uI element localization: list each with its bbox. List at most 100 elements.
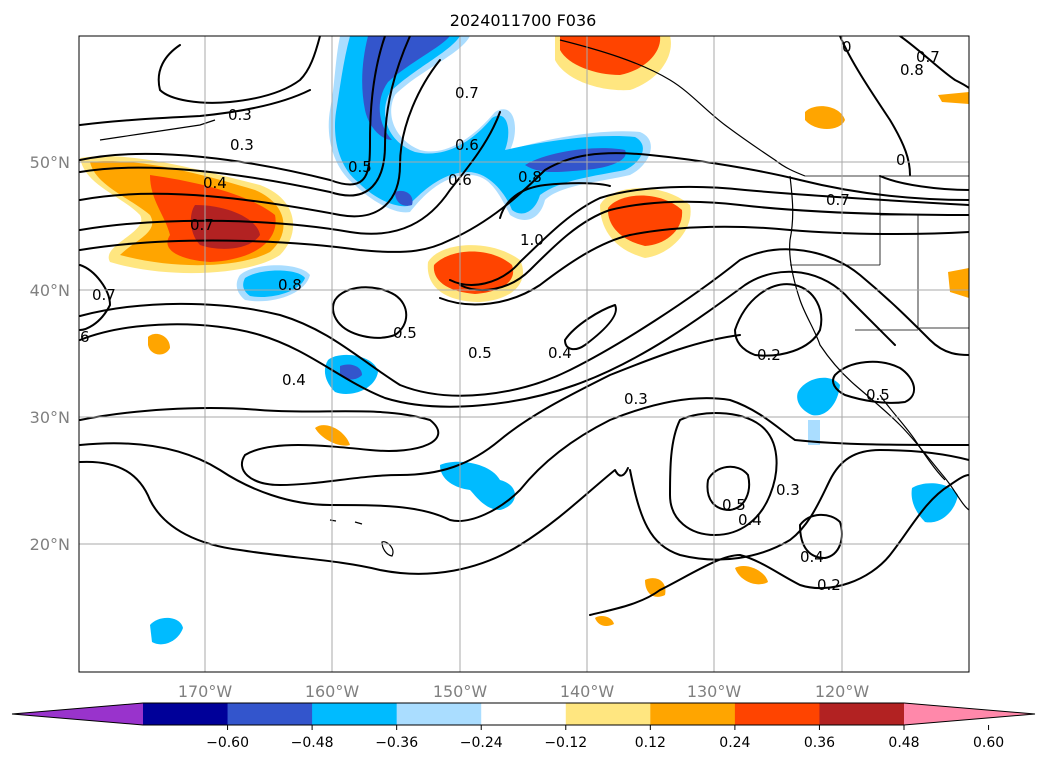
positive-anomaly-small-5 <box>645 578 666 597</box>
contour-line <box>79 397 969 522</box>
colorbar-tick-label: 0.36 <box>804 735 835 751</box>
contour-line <box>79 248 969 397</box>
contour-line <box>439 225 969 306</box>
colorbar-tick-label: −0.48 <box>291 735 334 751</box>
colorbar-tick-label: −0.36 <box>375 735 418 751</box>
contour-label: 0.7 <box>826 191 850 209</box>
colorbar-segment <box>312 703 398 725</box>
lon-label: 170°W <box>178 682 233 701</box>
contour-line <box>706 465 750 511</box>
positive-anomaly-east-inner <box>607 195 683 246</box>
colorbar-segment <box>481 703 567 725</box>
lon-label: 140°W <box>560 682 615 701</box>
baja-california <box>879 394 946 481</box>
contour-label: 0.2 <box>757 346 781 364</box>
contour-line <box>629 449 969 561</box>
contour-label: 0 <box>842 38 852 56</box>
contour-line <box>79 111 501 235</box>
alaska-coast <box>559 39 806 177</box>
colorbar-segment <box>819 703 905 725</box>
colorbar-segment <box>396 703 482 725</box>
negative-anomaly-5b <box>808 420 820 445</box>
contour-line <box>669 412 778 536</box>
positive-anomaly-small-7 <box>938 92 969 104</box>
positive-anomaly-small-1 <box>805 106 845 129</box>
contour-line <box>79 334 741 486</box>
lat-label: 50°N <box>30 153 70 172</box>
positive-anomaly-west-max <box>190 205 260 249</box>
contour-label: 0.3 <box>776 481 800 499</box>
contour-line <box>79 36 411 197</box>
colorbar-extend-low <box>12 703 143 725</box>
map-area: 0.3 0.3 0.4 0.7 0.8 0.7 6 0.5 0.4 0.5 0.… <box>79 36 969 672</box>
positive-anomaly-central-inner <box>433 251 514 294</box>
contour-line <box>499 182 611 219</box>
colorbar-tick-label: 0.60 <box>973 735 1004 751</box>
contour-line <box>564 304 617 351</box>
lon-label: 130°W <box>687 682 742 701</box>
contour-line <box>832 360 915 404</box>
north-america-coast <box>789 175 969 511</box>
colorbar-segment <box>565 703 651 725</box>
colorbar-segment <box>227 703 313 725</box>
contour-line <box>449 185 969 286</box>
colorbar-outline <box>11 702 1036 726</box>
lat-label: 40°N <box>30 281 70 300</box>
contour-label: 0.5 <box>722 496 746 514</box>
contour-label: 1.0 <box>520 231 544 249</box>
negative-anomaly-5 <box>797 377 840 416</box>
negative-anomaly-gulf-core <box>362 36 450 140</box>
contour-label: 0.5 <box>468 344 492 362</box>
lat-label: 30°N <box>30 408 70 427</box>
colorbar-tick-label: −0.60 <box>206 735 249 751</box>
lon-label: 120°W <box>815 682 870 701</box>
colorbar-extend-high <box>904 703 1035 725</box>
positive-anomaly-small-8 <box>595 616 614 626</box>
contour-label: 0 <box>896 151 906 169</box>
contours <box>79 36 969 616</box>
contour-label: 0.3 <box>624 390 648 408</box>
contour-label: 0.8 <box>900 61 924 79</box>
contour-label: 0.5 <box>393 324 417 342</box>
graticule <box>79 36 969 672</box>
map-frame <box>78 35 970 673</box>
aleutian-islands <box>99 119 216 141</box>
contour-line <box>157 36 321 104</box>
hawaii <box>329 519 394 557</box>
colorbar-tick-label: 0.12 <box>635 735 666 751</box>
colorbar-tick-label: 0.24 <box>719 735 750 751</box>
positive-anomaly-small-2 <box>148 333 170 355</box>
contour-line <box>79 152 969 253</box>
contour-label: 0.4 <box>548 344 572 362</box>
contour-line <box>899 36 969 89</box>
contour-label: 0.6 <box>455 136 479 154</box>
positive-anomaly-small-4 <box>735 565 768 585</box>
contour-label: 6 <box>80 328 90 346</box>
contour-label: 0.7 <box>190 216 214 234</box>
contour-label: 0.7 <box>916 48 940 66</box>
map-title: 2024011700 F036 <box>450 11 597 30</box>
shaded-anomalies <box>80 36 969 645</box>
colorbar-tick-label: −0.24 <box>460 735 503 751</box>
contour-line <box>799 513 843 559</box>
longitude-labels: 170°W 160°W 150°W 140°W 130°W 120°W <box>178 682 870 701</box>
contour-line <box>79 36 386 186</box>
contour-label: 0.4 <box>738 511 762 529</box>
contour-line <box>332 286 408 339</box>
contour-label: 0.8 <box>278 276 302 294</box>
contour-label: 0.5 <box>348 158 372 176</box>
contour-label: 0.6 <box>448 171 472 189</box>
contour-label: 0.4 <box>203 174 227 192</box>
lat-label: 20°N <box>30 535 70 554</box>
contour-label: 0.3 <box>230 136 254 154</box>
latitude-labels: 50°N 40°N 30°N 20°N <box>30 153 70 554</box>
contour-labels: 0.3 0.3 0.4 0.7 0.8 0.7 6 0.5 0.4 0.5 0.… <box>80 38 940 594</box>
contour-label: 0.7 <box>92 286 116 304</box>
positive-anomaly-north-inner <box>560 36 661 75</box>
contour-line <box>459 200 969 291</box>
contour-label: 0.4 <box>800 548 824 566</box>
negative-anomaly-3-core <box>340 364 362 380</box>
colorbar-segment <box>143 703 229 725</box>
contour-label: 0.8 <box>518 168 542 186</box>
